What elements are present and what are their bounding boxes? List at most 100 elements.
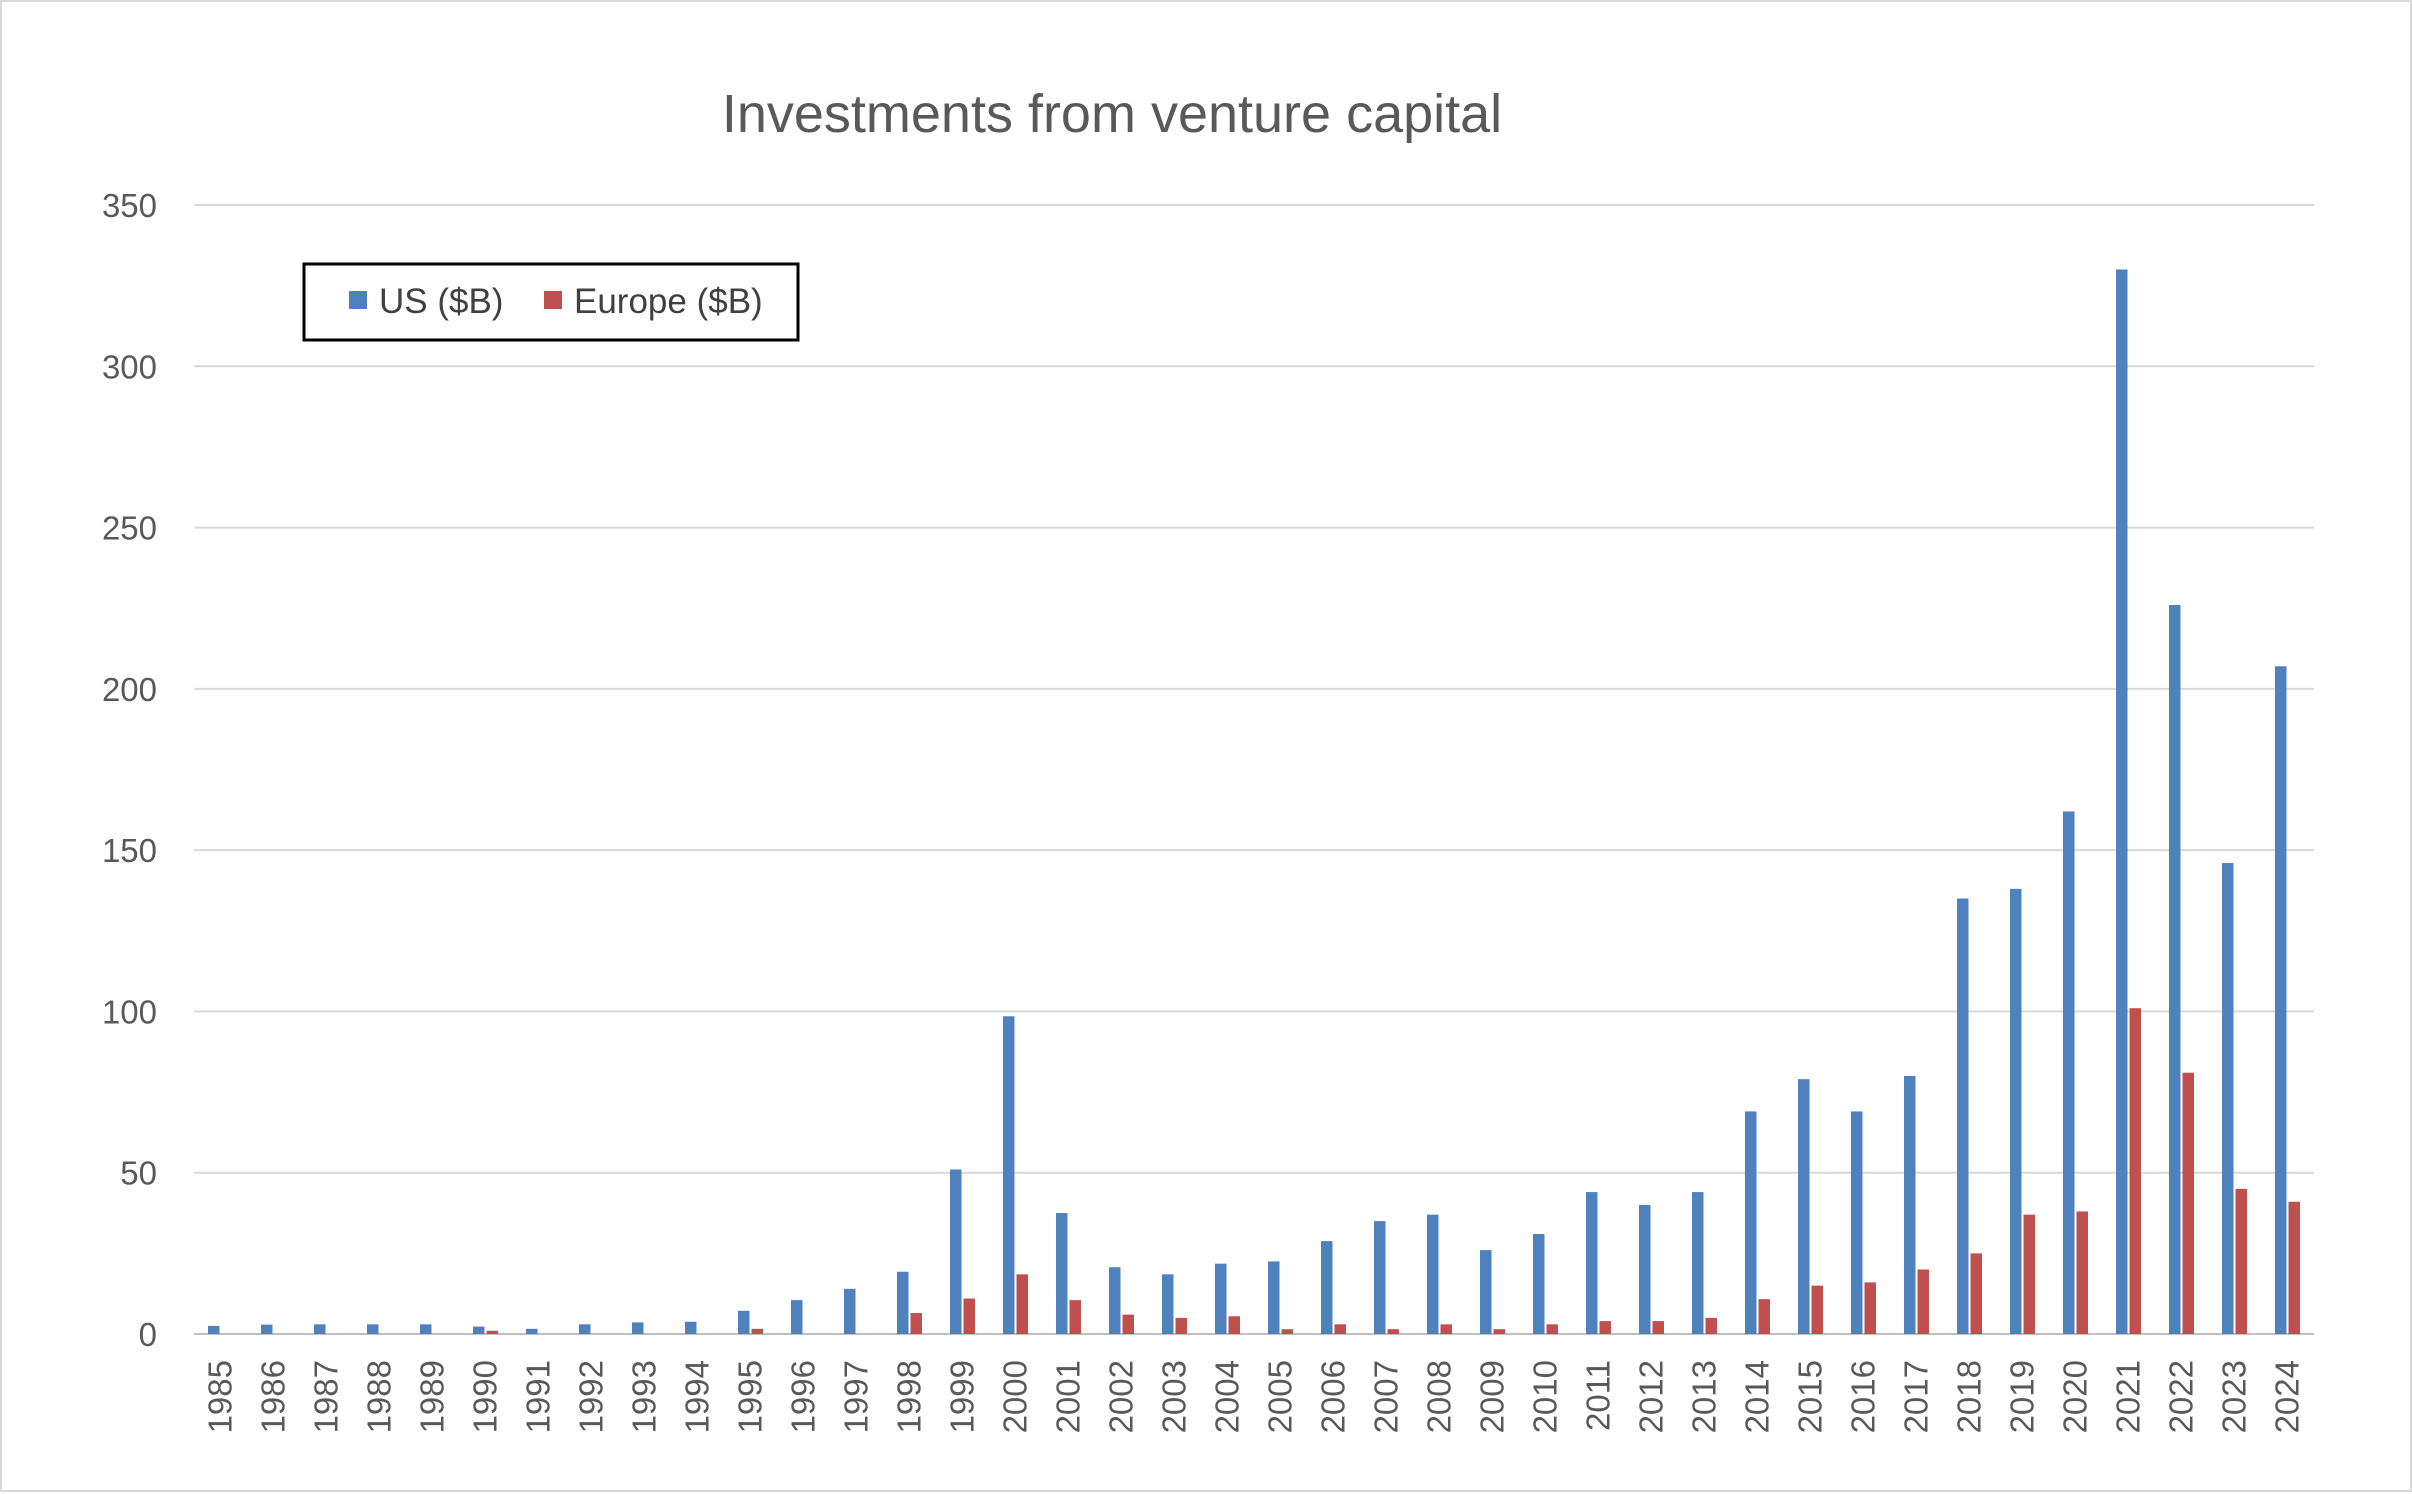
x-tick-label: 1998	[891, 1360, 928, 1433]
bar-us-2004	[1215, 1263, 1227, 1334]
bar-us-2001	[1056, 1213, 1068, 1334]
x-tick-label: 2002	[1103, 1360, 1140, 1433]
bar-europe-2020	[2076, 1211, 2088, 1334]
bar-us-1991	[526, 1328, 538, 1334]
x-tick-label: 2018	[1951, 1360, 1988, 1433]
bar-europe-2002	[1122, 1314, 1134, 1334]
bar-us-2021	[2116, 269, 2128, 1334]
x-tick-label: 2021	[2110, 1360, 2147, 1433]
bar-us-1994	[685, 1321, 697, 1334]
bar-us-1986	[261, 1324, 273, 1334]
y-tick-label: 200	[102, 671, 157, 708]
bar-europe-2022	[2182, 1072, 2194, 1334]
x-tick-label: 2001	[1050, 1360, 1087, 1433]
y-tick-label: 0	[139, 1316, 157, 1353]
legend-swatch-us	[349, 291, 367, 309]
bar-us-1992	[579, 1324, 591, 1334]
x-tick-label: 2000	[997, 1360, 1034, 1433]
legend-swatch-europe	[544, 291, 562, 309]
x-tick-label: 2017	[1898, 1360, 1935, 1433]
y-tick-label: 100	[102, 993, 157, 1030]
x-tick-label: 2023	[2216, 1360, 2253, 1433]
bar-us-2024	[2275, 666, 2287, 1334]
y-tick-label: 350	[102, 187, 157, 224]
x-tick-label: 2006	[1315, 1360, 1352, 1433]
y-tick-label: 150	[102, 832, 157, 869]
bar-europe-2023	[2235, 1188, 2247, 1334]
x-tick-label: 2008	[1421, 1360, 1458, 1433]
bar-europe-2006	[1334, 1324, 1346, 1334]
bar-us-2022	[2169, 604, 2181, 1334]
bar-europe-2013	[1705, 1317, 1717, 1334]
x-tick-label: 2011	[1580, 1360, 1617, 1431]
bar-europe-1998	[910, 1313, 922, 1334]
bar-us-1987	[314, 1324, 326, 1334]
x-tick-label: 1995	[732, 1360, 769, 1433]
bar-us-2014	[1745, 1111, 1757, 1334]
bar-europe-2021	[2129, 1008, 2141, 1334]
legend: US ($B) Europe ($B)	[302, 262, 800, 342]
bar-europe-2009	[1493, 1329, 1505, 1334]
bar-us-2019	[2010, 888, 2022, 1334]
bar-europe-2024	[2288, 1201, 2300, 1334]
x-tick-label: 2003	[1156, 1360, 1193, 1433]
bar-europe-2000	[1016, 1274, 1028, 1334]
bar-us-2017	[1904, 1075, 1916, 1334]
x-tick-label: 1988	[361, 1360, 398, 1433]
x-tick-label: 2004	[1209, 1360, 1246, 1433]
bar-us-2013	[1692, 1192, 1704, 1334]
bar-us-2020	[2063, 811, 2075, 1334]
bar-us-1988	[367, 1324, 379, 1334]
bar-europe-2016	[1864, 1282, 1876, 1334]
x-axis-ticks: 1985 1986 1987 1988 1989 1990 1991 1992 1993 1994…	[202, 1360, 2306, 1433]
x-tick-label: 2019	[2004, 1360, 2041, 1433]
bar-us-1995	[738, 1310, 750, 1334]
bar-europe-2012	[1652, 1321, 1664, 1334]
x-tick-label: 2009	[1474, 1360, 1511, 1433]
bar-us-2006	[1321, 1241, 1333, 1334]
bar-europe-2019	[2023, 1214, 2035, 1334]
bar-us-2010	[1533, 1234, 1545, 1334]
bar-europe-1990	[486, 1330, 498, 1334]
legend-label-us: US ($B)	[379, 282, 503, 321]
bar-us-2000	[1003, 1016, 1015, 1334]
x-tick-label: 2010	[1527, 1360, 1564, 1433]
bar-us-1999	[950, 1169, 962, 1334]
x-tick-label: 1989	[414, 1360, 451, 1433]
bar-us-2023	[2222, 863, 2234, 1334]
y-tick-label: 50	[120, 1155, 157, 1192]
bar-europe-2007	[1387, 1329, 1399, 1334]
bar-us-1993	[632, 1322, 644, 1334]
bar-europe-2008	[1440, 1324, 1452, 1334]
x-tick-label: 2013	[1686, 1360, 1723, 1433]
x-tick-label: 1990	[467, 1360, 504, 1433]
bar-europe-2018	[1970, 1253, 1982, 1334]
x-tick-label: 1987	[308, 1360, 345, 1433]
chart-title: Investments from venture capital	[722, 84, 1502, 144]
x-tick-label: 1994	[679, 1360, 716, 1433]
bar-us-2007	[1374, 1221, 1386, 1334]
x-tick-label: 2005	[1262, 1360, 1299, 1433]
y-tick-label: 250	[102, 510, 157, 547]
bar-us-2012	[1639, 1204, 1651, 1334]
x-tick-label: 2015	[1792, 1360, 1829, 1433]
x-tick-label: 2024	[2269, 1360, 2306, 1433]
bars	[208, 269, 2300, 1334]
bar-europe-2011	[1599, 1321, 1611, 1334]
x-tick-label: 1992	[573, 1360, 610, 1433]
bar-europe-2004	[1228, 1316, 1240, 1334]
x-tick-label: 2020	[2057, 1360, 2094, 1433]
bar-europe-2001	[1069, 1300, 1081, 1334]
bar-us-2005	[1268, 1261, 1280, 1334]
bar-europe-2010	[1546, 1324, 1558, 1334]
x-tick-label: 2016	[1845, 1360, 1882, 1433]
bar-us-1998	[897, 1271, 909, 1334]
x-tick-label: 1993	[626, 1360, 663, 1433]
bar-us-1985	[208, 1325, 220, 1334]
bar-us-2009	[1480, 1250, 1492, 1334]
bar-us-2015	[1798, 1079, 1810, 1334]
bar-us-1996	[791, 1300, 803, 1334]
bar-us-1990	[473, 1326, 485, 1334]
